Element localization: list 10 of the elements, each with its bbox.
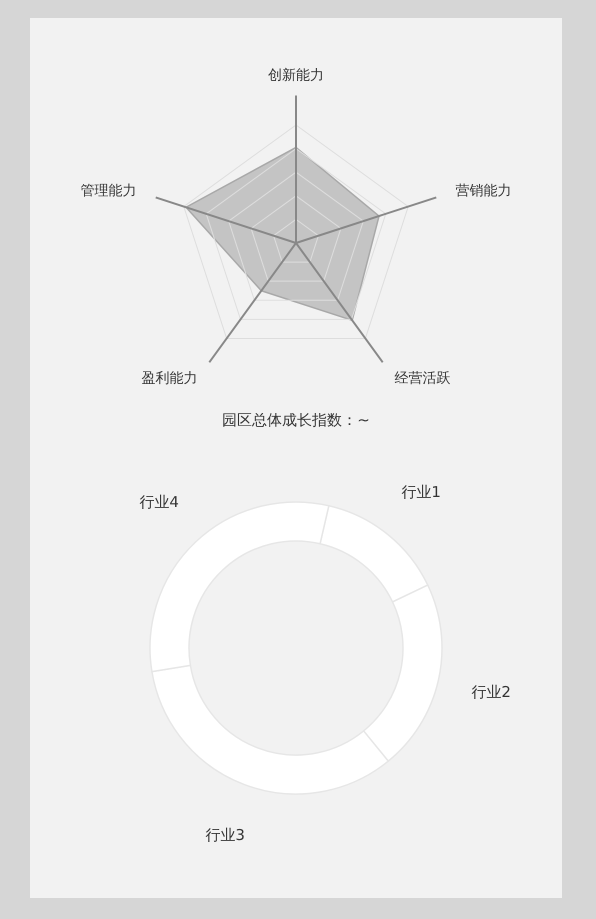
spoke-label: 管理能力 xyxy=(80,183,137,200)
slice-label: 行业1 xyxy=(401,483,441,501)
slice-label: 行业4 xyxy=(139,493,179,512)
spoke-label: 盈利能力 xyxy=(142,370,198,387)
spoke-label: 创新能力 xyxy=(268,67,324,84)
spoke-label: 营销能力 xyxy=(455,183,512,200)
chart-title: 园区总体成长指数：~ xyxy=(222,411,370,429)
slice-label: 行业3 xyxy=(205,826,245,844)
spoke-label: 经营活跃 xyxy=(394,370,450,387)
slice-label: 行业2 xyxy=(471,682,511,701)
